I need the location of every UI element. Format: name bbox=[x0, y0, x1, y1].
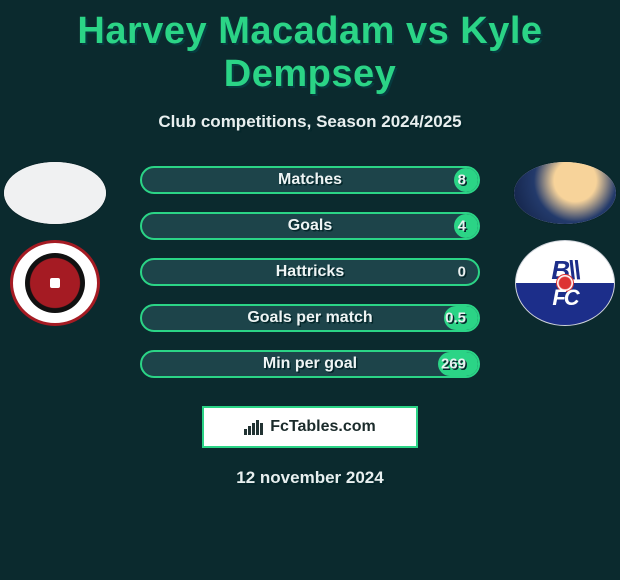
right-player-column: B\\ FC bbox=[510, 162, 620, 326]
club-crest-inner-icon bbox=[25, 253, 85, 313]
right-club-badge: B\\ FC bbox=[515, 240, 615, 326]
stat-bar-goals-per-match: Goals per match 0.5 bbox=[140, 304, 480, 332]
right-player-avatar bbox=[514, 162, 616, 224]
stat-value-right: 8 bbox=[458, 172, 466, 189]
bar-chart-icon bbox=[244, 419, 264, 435]
stat-label: Hattricks bbox=[276, 263, 344, 281]
comparison-panel: B\\ FC Matches 8 Goals 4 Hattricks 0 Goa… bbox=[0, 162, 620, 378]
brand-box: FcTables.com bbox=[202, 406, 418, 448]
stat-value-right: 4 bbox=[458, 218, 466, 235]
page-title: Harvey Macadam vs Kyle Dempsey bbox=[0, 0, 620, 96]
avatar-placeholder bbox=[4, 162, 106, 224]
stat-value-right: 269 bbox=[441, 356, 466, 373]
club-crest-icon bbox=[10, 240, 100, 326]
left-player-column bbox=[0, 162, 110, 326]
stat-label: Goals per match bbox=[247, 309, 372, 327]
stat-label: Min per goal bbox=[263, 355, 357, 373]
page-subtitle: Club competitions, Season 2024/2025 bbox=[0, 112, 620, 132]
avatar-photo bbox=[514, 162, 616, 224]
stat-value-right: 0.5 bbox=[445, 310, 466, 327]
stat-bar-goals: Goals 4 bbox=[140, 212, 480, 240]
stat-bar-min-per-goal: Min per goal 269 bbox=[140, 350, 480, 378]
left-player-avatar bbox=[4, 162, 106, 224]
snapshot-date: 12 november 2024 bbox=[0, 468, 620, 488]
brand-text: FcTables.com bbox=[270, 418, 376, 436]
stat-bar-list: Matches 8 Goals 4 Hattricks 0 Goals per … bbox=[140, 162, 480, 378]
club-crest-icon: B\\ FC bbox=[515, 240, 615, 326]
club-initials-bottom: FC bbox=[552, 285, 577, 311]
stat-label: Matches bbox=[278, 171, 342, 189]
stat-value-right: 0 bbox=[458, 264, 466, 281]
stat-label: Goals bbox=[288, 217, 332, 235]
left-club-badge bbox=[5, 240, 105, 326]
stat-bar-hattricks: Hattricks 0 bbox=[140, 258, 480, 286]
stat-bar-matches: Matches 8 bbox=[140, 166, 480, 194]
